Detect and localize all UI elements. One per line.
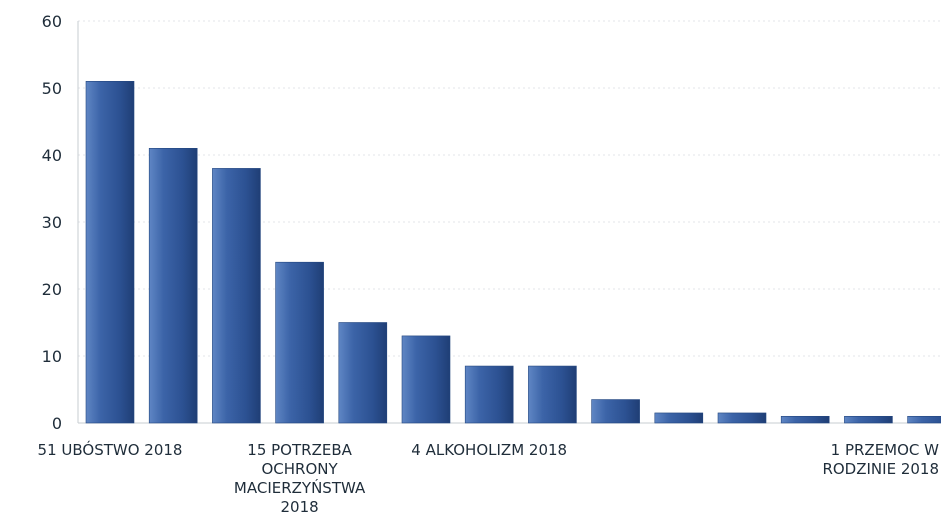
bar — [464, 365, 514, 424]
x-category-label: 51 UBÓSTWO 2018 — [38, 440, 183, 459]
bar — [844, 415, 893, 424]
bars — [85, 81, 941, 424]
y-tick-label: 60 — [42, 12, 62, 31]
bar — [907, 415, 941, 424]
y-tick-label: 0 — [52, 414, 62, 433]
bar — [717, 412, 767, 424]
bar — [212, 168, 261, 424]
x-category-label-line: RODZINIE 2018 — [822, 460, 939, 478]
x-category-label: 1 PRZEMOC W RODZINIE 2018 — [822, 441, 939, 478]
y-tick-label: 20 — [42, 280, 62, 299]
x-category-label-line: 4 ALKOHOLIZM 2018 — [411, 441, 567, 459]
y-tick-label: 40 — [42, 146, 62, 165]
bar — [275, 261, 324, 424]
bar — [148, 148, 198, 424]
x-category-label-line: 1 PRZEMOC W — [831, 441, 940, 459]
x-category-label: 15 POTRZEBA OCHRONY MACIERZYŃSTWA 2018 — [234, 441, 366, 516]
x-category-label-line: 2018 — [281, 498, 319, 516]
x-category-labels: 51 UBÓSTWO 2018 15 POTRZEBA OCHRONY MACIERZ… — [38, 440, 940, 516]
bar — [528, 365, 577, 424]
bar — [338, 322, 388, 424]
gridlines — [78, 20, 941, 357]
bar — [591, 399, 640, 424]
y-tick-label: 50 — [42, 79, 62, 98]
y-tick-label: 10 — [42, 347, 62, 366]
bar — [85, 81, 135, 424]
x-category-label-line: 51 UBÓSTWO 2018 — [38, 440, 183, 459]
x-category-label-line: OCHRONY — [262, 460, 339, 478]
bar — [780, 415, 830, 424]
bar — [654, 412, 704, 424]
x-category-label-line: MACIERZYŃSTWA — [234, 478, 366, 497]
x-category-label: 4 ALKOHOLIZM 2018 — [411, 441, 567, 459]
y-tick-labels: 0 10 20 30 40 50 60 — [42, 12, 62, 433]
x-category-label-line: 15 POTRZEBA — [247, 441, 352, 459]
bar — [401, 335, 451, 424]
y-tick-label: 30 — [42, 213, 62, 232]
